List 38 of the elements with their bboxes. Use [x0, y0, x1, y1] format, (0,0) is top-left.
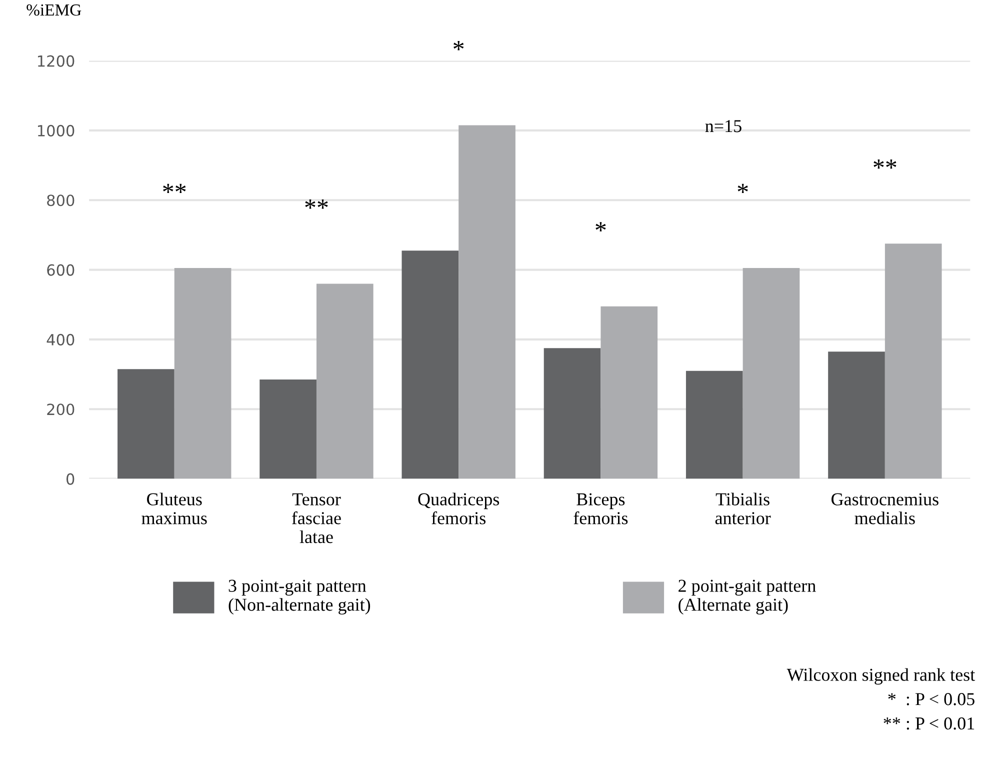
y-tick-label: 1000	[38, 124, 74, 136]
y-axis-title: %iEMG	[26, 4, 82, 16]
y-tick-label: 800	[47, 194, 74, 206]
legend-label: 3 point-gait pattern (Non-alternate gait)	[228, 580, 370, 615]
text: ** : P < 0.01	[884, 717, 974, 730]
bar	[260, 380, 316, 479]
bar	[402, 250, 459, 479]
text: * : P < 0.05	[888, 693, 974, 706]
bar	[742, 268, 800, 479]
bar	[884, 244, 942, 479]
bar	[828, 352, 885, 479]
y-tick-label: 0	[66, 473, 74, 485]
bar	[174, 268, 232, 479]
annotation: n=15	[705, 120, 742, 132]
x-tick-label: Gastrocnemius medialis	[832, 493, 938, 524]
bar	[316, 284, 374, 479]
x-tick-label: Tibialis anterior	[715, 492, 771, 524]
bar	[600, 306, 658, 479]
x-tick-label: Quadriceps femoris	[418, 492, 500, 524]
y-tick-label: 600	[47, 264, 74, 276]
annotation: *	[596, 222, 606, 232]
annotation: *	[738, 184, 748, 194]
annotation: **	[163, 184, 186, 194]
bar	[544, 348, 601, 479]
text: Wilcoxon signed rank test	[786, 668, 976, 685]
bar	[686, 370, 743, 479]
bar	[458, 125, 516, 479]
annotation: **	[874, 159, 896, 169]
y-tick-label: 200	[47, 404, 74, 416]
bar	[118, 369, 174, 479]
legend-label: 2 point-gait pattern (Alternate gait)	[678, 580, 816, 615]
y-tick-label: 1200	[38, 55, 74, 67]
text: *	[454, 41, 464, 50]
x-tick-label: Gluteus maximus	[142, 492, 207, 524]
x-tick-label: Tensor fasciae latae	[292, 493, 341, 544]
annotation: **	[305, 200, 328, 209]
x-tick-label: Biceps femoris	[574, 493, 628, 524]
y-tick-label: 400	[46, 334, 74, 346]
